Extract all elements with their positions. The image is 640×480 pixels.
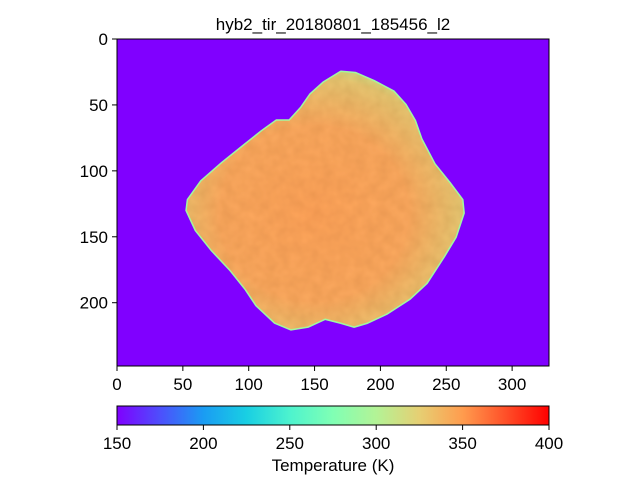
- colorbar-tick-label: 350: [448, 434, 476, 453]
- asteroid-surface: [186, 72, 464, 330]
- y-axis: 0 50 100 150 200: [80, 30, 117, 313]
- colorbar-tick-label: 400: [535, 434, 563, 453]
- colorbar: 150 200 250 300 350 400 Temperature (K): [103, 405, 563, 475]
- colorbar-ticks: 150 200 250 300 350 400: [103, 425, 563, 453]
- colorbar-gradient: [116, 405, 550, 426]
- y-tick-label: 50: [89, 96, 108, 115]
- y-tick-label: 200: [80, 294, 108, 313]
- x-tick-label: 0: [112, 375, 121, 394]
- plot-frame: [116, 38, 550, 367]
- colorbar-tick-label: 150: [103, 434, 131, 453]
- y-tick-label: 150: [80, 228, 108, 247]
- colorbar-tick-label: 250: [276, 434, 304, 453]
- colorbar-tick-label: 200: [189, 434, 217, 453]
- x-tick-label: 250: [432, 375, 460, 394]
- x-tick-label: 100: [235, 375, 263, 394]
- y-tick-label: 0: [99, 30, 108, 49]
- colorbar-label: Temperature (K): [272, 456, 395, 475]
- x-axis: 0 50 100 150 200 250 300: [112, 366, 526, 394]
- colorbar-tick-label: 300: [362, 434, 390, 453]
- x-tick-label: 300: [498, 375, 526, 394]
- chart-title: hyb2_tir_20180801_185456_l2: [216, 15, 450, 34]
- x-tick-label: 150: [300, 375, 328, 394]
- plot-area: [116, 38, 550, 367]
- x-tick-label: 50: [173, 375, 192, 394]
- x-tick-label: 200: [366, 375, 394, 394]
- y-tick-label: 100: [80, 162, 108, 181]
